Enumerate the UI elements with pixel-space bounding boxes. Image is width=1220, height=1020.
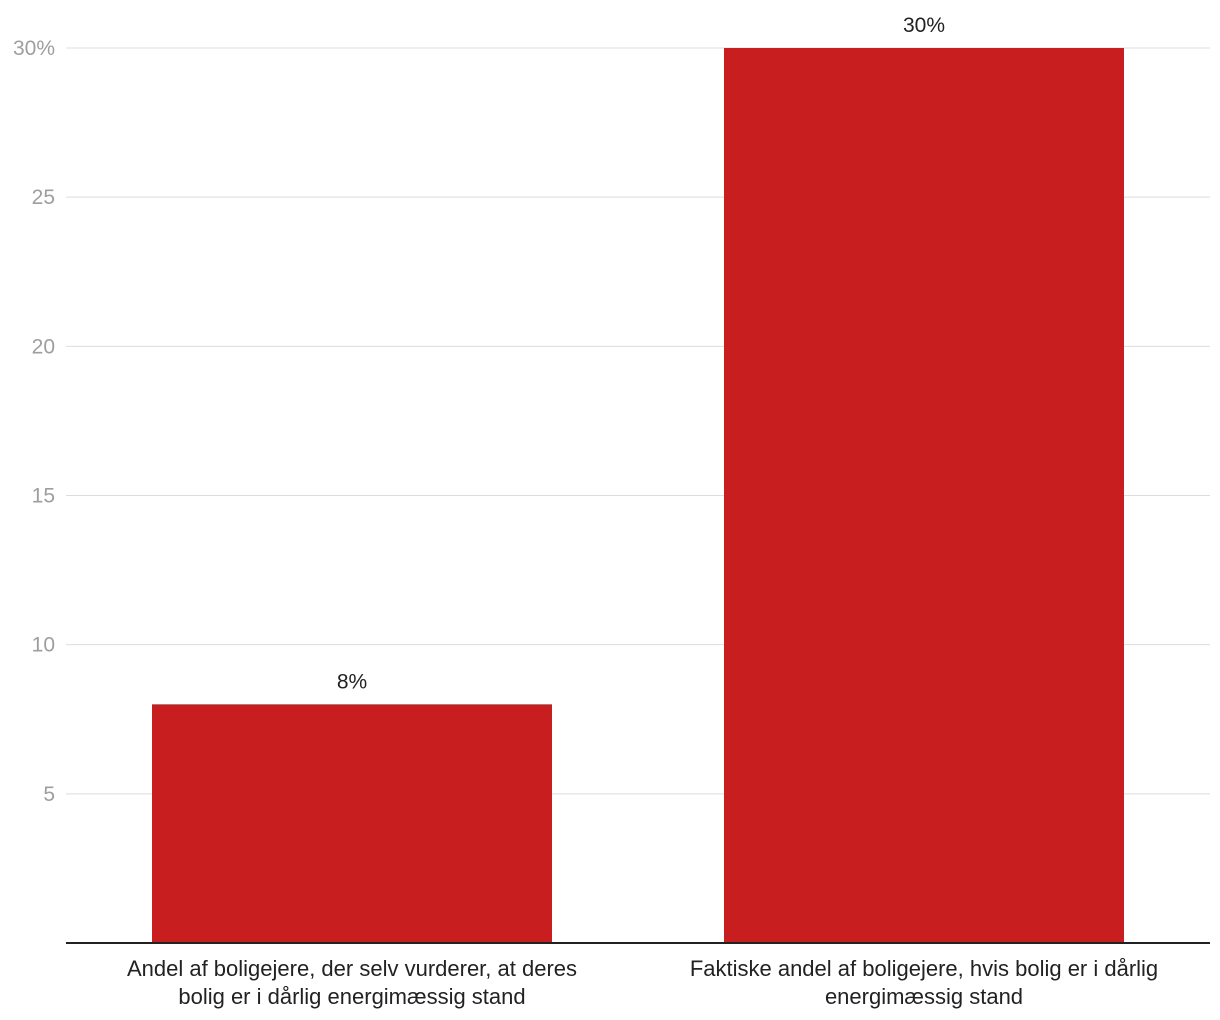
x-axis-categories: Andel af boligejere, der selv vurderer, … <box>127 956 1158 1009</box>
x-category-label: Andel af boligejere, der selv vurderer, … <box>127 956 577 981</box>
bar <box>152 704 552 943</box>
x-category-label: bolig er i dårlig energimæssig stand <box>178 984 525 1009</box>
y-tick-label: 25 <box>32 186 55 209</box>
y-tick-label: 20 <box>32 335 55 358</box>
y-axis-ticks: 5 10 15 20 25 30% <box>13 37 55 806</box>
x-category-label: Faktiske andel af boligejere, hvis bolig… <box>690 956 1158 981</box>
bar <box>724 48 1124 943</box>
bar-data-label: 30% <box>903 14 945 37</box>
y-tick-label: 5 <box>43 783 55 806</box>
y-tick-label: 30% <box>13 37 55 60</box>
bar-data-label: 8% <box>337 670 367 693</box>
data-labels: 8% 30% <box>337 14 945 693</box>
bars <box>152 48 1124 943</box>
y-tick-label: 10 <box>32 634 55 657</box>
x-category-label: energimæssig stand <box>825 984 1023 1009</box>
y-tick-label: 15 <box>32 485 55 508</box>
